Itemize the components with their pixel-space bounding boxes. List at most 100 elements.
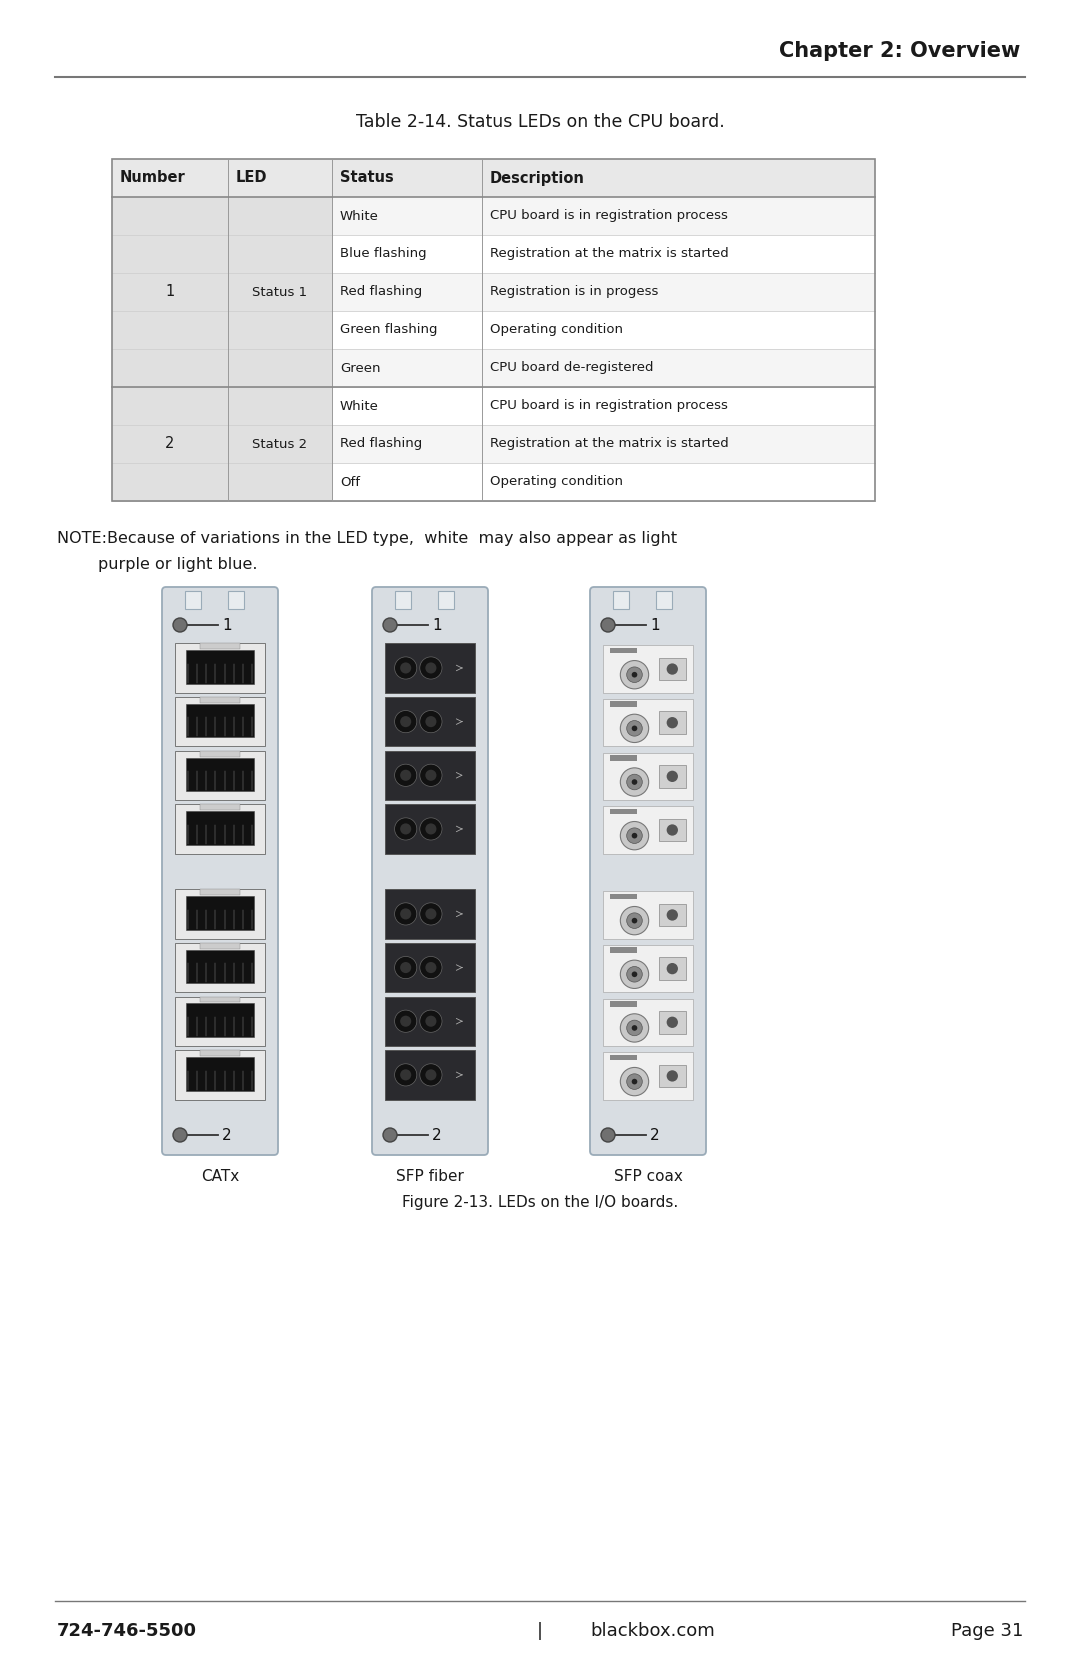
Circle shape bbox=[173, 618, 187, 633]
Bar bbox=[200, 1050, 240, 1056]
Circle shape bbox=[394, 764, 417, 786]
Circle shape bbox=[420, 764, 442, 786]
Bar bbox=[175, 698, 265, 746]
Text: Operating condition: Operating condition bbox=[490, 476, 623, 489]
Circle shape bbox=[620, 960, 649, 988]
Circle shape bbox=[620, 768, 649, 796]
Circle shape bbox=[426, 769, 436, 781]
Circle shape bbox=[394, 711, 417, 733]
Circle shape bbox=[626, 774, 643, 789]
Text: Status 2: Status 2 bbox=[253, 437, 308, 451]
Circle shape bbox=[426, 823, 436, 834]
Circle shape bbox=[666, 963, 678, 975]
FancyBboxPatch shape bbox=[590, 587, 706, 1155]
Bar bbox=[659, 903, 686, 926]
Circle shape bbox=[620, 661, 649, 689]
Bar bbox=[200, 804, 240, 809]
Bar bbox=[610, 754, 637, 761]
Circle shape bbox=[632, 1078, 637, 1085]
Circle shape bbox=[600, 618, 615, 633]
Circle shape bbox=[426, 961, 436, 973]
Bar bbox=[200, 643, 240, 649]
FancyBboxPatch shape bbox=[384, 943, 475, 993]
Circle shape bbox=[666, 1016, 678, 1028]
Text: Description: Description bbox=[490, 170, 585, 185]
Bar bbox=[186, 811, 254, 845]
Bar bbox=[228, 591, 244, 609]
Circle shape bbox=[401, 663, 411, 674]
Circle shape bbox=[420, 903, 442, 925]
Circle shape bbox=[620, 1013, 649, 1041]
Circle shape bbox=[632, 726, 637, 731]
FancyBboxPatch shape bbox=[384, 751, 475, 799]
Circle shape bbox=[420, 711, 442, 733]
Bar bbox=[112, 159, 875, 197]
Circle shape bbox=[420, 956, 442, 978]
Text: Page 31: Page 31 bbox=[950, 1622, 1023, 1641]
Text: CPU board is in registration process: CPU board is in registration process bbox=[490, 210, 728, 222]
Bar bbox=[186, 758, 254, 791]
Circle shape bbox=[401, 716, 411, 728]
Circle shape bbox=[626, 1020, 643, 1036]
Circle shape bbox=[383, 1128, 397, 1142]
Circle shape bbox=[401, 908, 411, 920]
Circle shape bbox=[600, 1128, 615, 1142]
Bar bbox=[186, 896, 254, 930]
Bar bbox=[657, 591, 672, 609]
Circle shape bbox=[620, 906, 649, 935]
Bar bbox=[200, 698, 240, 703]
Text: NOTE:Because of variations in the LED type,  white  may also appear as light: NOTE:Because of variations in the LED ty… bbox=[57, 531, 677, 546]
Bar bbox=[659, 658, 686, 681]
Bar bbox=[186, 651, 254, 684]
Text: blackbox.com: blackbox.com bbox=[590, 1622, 715, 1641]
Bar bbox=[175, 996, 265, 1046]
Bar bbox=[395, 591, 411, 609]
Text: Table 2-14. Status LEDs on the CPU board.: Table 2-14. Status LEDs on the CPU board… bbox=[355, 113, 725, 130]
Text: LED: LED bbox=[237, 170, 268, 185]
Circle shape bbox=[426, 1016, 436, 1026]
Bar bbox=[175, 1050, 265, 1100]
Bar bbox=[112, 197, 875, 235]
Text: CATx: CATx bbox=[201, 1168, 239, 1183]
Text: Registration at the matrix is started: Registration at the matrix is started bbox=[490, 437, 729, 451]
Circle shape bbox=[632, 833, 637, 838]
Bar bbox=[112, 387, 875, 426]
Text: 1: 1 bbox=[222, 618, 231, 633]
Text: Chapter 2: Overview: Chapter 2: Overview bbox=[779, 42, 1020, 62]
Text: 2: 2 bbox=[650, 1128, 660, 1143]
FancyBboxPatch shape bbox=[384, 890, 475, 938]
Circle shape bbox=[626, 828, 643, 843]
Bar bbox=[175, 890, 265, 938]
Circle shape bbox=[426, 908, 436, 920]
Circle shape bbox=[620, 1068, 649, 1097]
Circle shape bbox=[620, 821, 649, 850]
Bar bbox=[603, 998, 693, 1046]
Circle shape bbox=[394, 956, 417, 978]
Bar bbox=[603, 646, 693, 693]
Bar bbox=[175, 943, 265, 993]
Bar bbox=[659, 711, 686, 734]
FancyBboxPatch shape bbox=[372, 587, 488, 1155]
Bar bbox=[186, 1003, 254, 1036]
Bar bbox=[438, 591, 455, 609]
Text: Green flashing: Green flashing bbox=[340, 324, 437, 337]
Circle shape bbox=[632, 779, 637, 784]
Bar bbox=[112, 159, 875, 501]
Bar bbox=[200, 751, 240, 756]
Text: Off: Off bbox=[340, 476, 360, 489]
Bar bbox=[200, 890, 240, 895]
Circle shape bbox=[666, 1070, 678, 1082]
FancyBboxPatch shape bbox=[384, 804, 475, 853]
Bar bbox=[112, 387, 228, 501]
Circle shape bbox=[420, 1010, 442, 1033]
Text: |: | bbox=[537, 1622, 543, 1641]
Bar bbox=[659, 958, 686, 980]
Text: 724-746-5500: 724-746-5500 bbox=[57, 1622, 197, 1641]
Bar bbox=[175, 751, 265, 799]
Circle shape bbox=[420, 658, 442, 679]
Text: Number: Number bbox=[120, 170, 186, 185]
Bar bbox=[610, 701, 637, 708]
Bar bbox=[186, 704, 254, 738]
Text: 2: 2 bbox=[222, 1128, 231, 1143]
Circle shape bbox=[632, 971, 637, 976]
